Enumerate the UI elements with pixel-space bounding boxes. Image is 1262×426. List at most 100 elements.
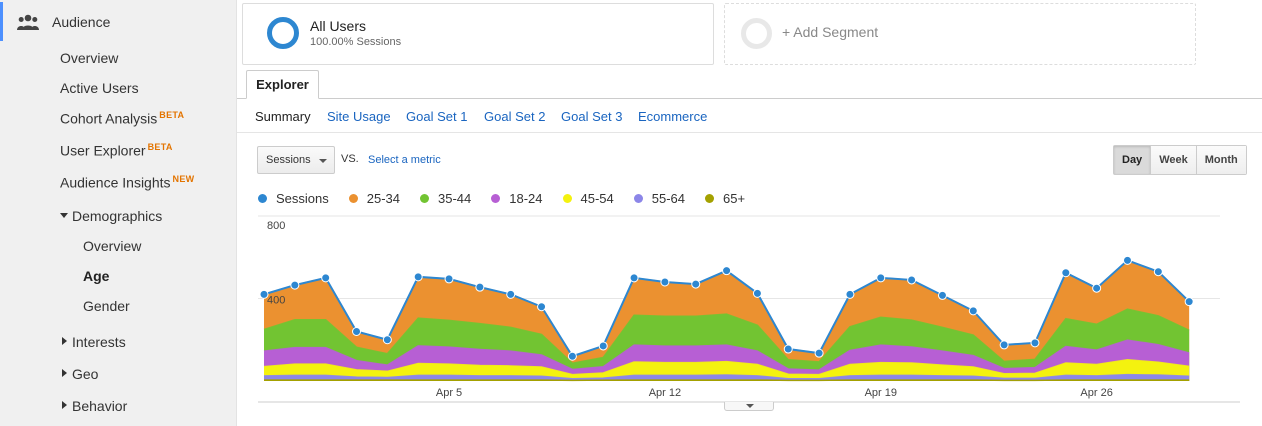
nav-demographics-age[interactable]: Age <box>83 268 109 284</box>
nav-active-users[interactable]: Active Users <box>60 80 139 96</box>
tab-explorer[interactable]: Explorer <box>246 70 319 99</box>
area-edge-55-64 <box>263 373 1190 380</box>
day-button[interactable]: Day <box>1114 146 1151 174</box>
sessions-point <box>537 302 547 312</box>
y-tick-label: 800 <box>267 220 285 232</box>
legend-label: 18-24 <box>509 191 543 206</box>
beta-badge: BETA <box>147 142 173 152</box>
nav-label: Audience Insights <box>60 174 171 191</box>
sessions-point <box>1153 267 1163 277</box>
subtab-goal-set-1[interactable]: Goal Set 1 <box>406 109 468 124</box>
expand-down-icon <box>60 212 68 218</box>
sessions-point <box>352 327 362 336</box>
legend-65-plus[interactable]: 65+ <box>705 191 745 206</box>
legend-sessions[interactable]: Sessions <box>258 191 329 206</box>
nav-label: Overview <box>60 50 119 66</box>
sessions-point <box>783 344 793 354</box>
sessions-point <box>444 274 454 284</box>
nav-label: Overview <box>83 238 142 254</box>
sessions-point <box>1122 255 1132 265</box>
audience-section-header[interactable]: Audience <box>0 2 237 41</box>
sessions-point <box>752 288 762 298</box>
segment-ring-icon <box>267 17 299 49</box>
subtab-divider <box>237 132 1262 133</box>
subtab-ecommerce[interactable]: Ecommerce <box>638 109 708 124</box>
week-button[interactable]: Week <box>1150 146 1196 174</box>
sessions-point <box>907 275 917 285</box>
legend-dot <box>633 194 643 203</box>
nav-label: Interests <box>72 334 126 350</box>
legend-label: 45-54 <box>580 191 614 206</box>
sessions-point <box>814 348 824 358</box>
sessions-point <box>999 340 1009 350</box>
y-tick-label: 400 <box>267 295 285 307</box>
subtab-summary[interactable]: Summary <box>255 109 311 124</box>
nav-behavior[interactable]: Behavior <box>62 398 127 414</box>
sessions-point <box>1061 268 1071 278</box>
sessions-point <box>506 289 516 299</box>
nav-label: Demographics <box>72 208 163 224</box>
x-tick-label: Apr 26 <box>1080 387 1112 399</box>
nav-label: User Explorer <box>60 142 146 159</box>
nav-demographics[interactable]: Demographics <box>60 208 162 224</box>
nav-interests[interactable]: Interests <box>62 334 126 350</box>
chart-collapse-handle[interactable] <box>724 402 774 411</box>
nav-label: Behavior <box>72 398 128 414</box>
legend-dot <box>705 194 714 203</box>
legend-label: Sessions <box>276 191 329 206</box>
select-metric-link[interactable]: Select a metric <box>368 154 441 166</box>
legend-18-24[interactable]: 18-24 <box>491 191 543 206</box>
legend-25-34[interactable]: 25-34 <box>348 191 400 206</box>
legend-35-44[interactable]: 35-44 <box>420 191 471 206</box>
period-toggle: Day Week Month <box>1113 145 1247 175</box>
add-segment-button[interactable]: + Add Segment <box>724 3 1196 65</box>
nav-label: Gender <box>83 298 130 314</box>
sessions-point <box>968 306 978 316</box>
nav-geo[interactable]: Geo <box>62 366 98 382</box>
metric-dropdown[interactable]: Sessions <box>257 146 335 174</box>
area-edge-18-24 <box>263 339 1190 371</box>
audience-people-icon <box>17 14 39 30</box>
nav-user-explorer[interactable]: User Explorer BETA <box>60 142 173 159</box>
nav-label: Cohort Analysis <box>60 110 158 127</box>
audience-section-label: Audience <box>52 14 111 30</box>
segment-all-users[interactable]: All Users 100.00% Sessions <box>242 3 714 65</box>
add-segment-label: + Add Segment <box>782 24 879 40</box>
segment-subtitle: 100.00% Sessions <box>310 36 402 48</box>
x-tick-label: Apr 5 <box>436 387 462 399</box>
nav-overview[interactable]: Overview <box>60 50 118 66</box>
legend-label: 55-64 <box>651 191 685 206</box>
tab-divider <box>237 98 1262 99</box>
subtab-goal-set-2[interactable]: Goal Set 2 <box>484 109 546 124</box>
legend-dot <box>258 194 267 203</box>
beta-badge: BETA <box>159 110 185 120</box>
nav-cohort-analysis[interactable]: Cohort Analysis BETA <box>60 110 184 127</box>
nav-demographics-overview[interactable]: Overview <box>83 238 141 254</box>
expand-right-icon <box>62 401 67 410</box>
expand-right-icon <box>62 369 67 378</box>
sessions-point <box>660 277 670 287</box>
legend-55-64[interactable]: 55-64 <box>633 191 685 206</box>
area-edge-35-44 <box>263 308 1190 365</box>
nav-demographics-gender[interactable]: Gender <box>83 298 130 314</box>
sessions-point <box>1184 297 1194 307</box>
sessions-point <box>598 341 608 351</box>
sessions-point <box>845 289 855 299</box>
sessions-point <box>413 272 423 282</box>
nav-audience-insights[interactable]: Audience Insights NEW <box>60 174 194 191</box>
new-badge: NEW <box>172 174 195 184</box>
sessions-point <box>567 351 577 361</box>
active-section-indicator <box>0 2 3 41</box>
left-nav: Audience Overview Active Users Cohort An… <box>0 0 237 426</box>
legend-label: 65+ <box>723 191 746 206</box>
subtab-site-usage[interactable]: Site Usage <box>327 109 391 124</box>
legend-label: 35-44 <box>438 191 472 206</box>
month-button[interactable]: Month <box>1195 146 1246 174</box>
legend-45-54[interactable]: 45-54 <box>562 191 614 206</box>
nav-label: Active Users <box>60 80 139 96</box>
sessions-point <box>629 273 639 283</box>
chevron-down-icon <box>319 159 327 163</box>
x-tick-label: Apr 19 <box>865 387 897 399</box>
subtab-goal-set-3[interactable]: Goal Set 3 <box>561 109 623 124</box>
